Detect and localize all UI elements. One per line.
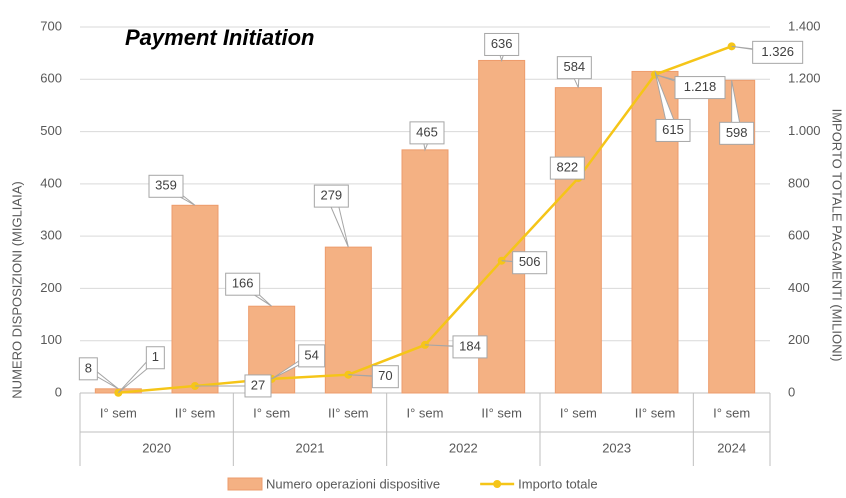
data-label: 184 <box>424 335 488 359</box>
data-label-text: 8 <box>85 360 92 375</box>
data-label-text: 1.326 <box>761 44 794 59</box>
y-tick-label: 600 <box>40 71 62 86</box>
callout <box>731 80 743 134</box>
bar <box>401 149 449 394</box>
data-label-text: 598 <box>726 125 748 140</box>
x-tick-label: II° sem <box>175 405 216 420</box>
data-label: 359 <box>148 174 196 206</box>
callout <box>654 71 679 131</box>
data-label-text: 27 <box>251 377 265 392</box>
label-box <box>719 121 755 145</box>
data-label: 506 <box>501 251 548 275</box>
label-box <box>313 184 349 208</box>
y-tick-label: 500 <box>40 123 62 138</box>
label-box <box>409 121 445 145</box>
chart-title: Payment Initiation <box>125 25 314 50</box>
y2-tick-label: 1.400 <box>788 18 821 33</box>
y2-tick-label: 600 <box>788 228 810 243</box>
data-label-text: 506 <box>519 254 541 269</box>
legend-label: Importo totale <box>518 476 598 491</box>
y2-tick-label: 200 <box>788 332 810 347</box>
y2-tick-label: 1.000 <box>788 123 821 138</box>
data-label-text: 54 <box>304 347 318 362</box>
label-box <box>452 335 488 359</box>
y-tick-label: 300 <box>40 228 62 243</box>
label-box <box>225 272 261 296</box>
x-tick-label: I° sem <box>100 405 137 420</box>
data-label: 1 <box>117 346 165 394</box>
data-label: 1.218 <box>654 74 726 100</box>
y-tick-label: 400 <box>40 175 62 190</box>
data-label-text: 70 <box>378 368 392 383</box>
data-label: 465 <box>409 121 445 152</box>
x-tick-label: II° sem <box>328 405 369 420</box>
y2-axis-label: IMPORTO TOTALE PAGAMENTI (MILIONI) <box>830 109 845 362</box>
label-box <box>512 251 548 275</box>
data-label: 27 <box>195 374 272 398</box>
legend-swatch <box>227 477 263 491</box>
group-label: 2022 <box>449 440 478 455</box>
data-label-text: 822 <box>556 160 578 175</box>
data-label-text: 584 <box>563 59 585 74</box>
data-label-text: 359 <box>155 178 177 193</box>
label-box <box>78 357 98 381</box>
label-box <box>371 365 399 389</box>
data-label: 1.326 <box>731 40 804 64</box>
data-label: 54 <box>271 344 326 380</box>
x-tick-label: II° sem <box>481 405 522 420</box>
label-box <box>556 56 592 80</box>
y-tick-label: 700 <box>40 18 62 33</box>
x-tick-label: I° sem <box>713 405 750 420</box>
data-label-text: 615 <box>662 122 684 137</box>
bar <box>171 204 219 394</box>
data-label: 822 <box>549 156 585 180</box>
group-label: 2020 <box>142 440 171 455</box>
data-label: 279 <box>313 184 349 248</box>
label-box <box>244 374 272 398</box>
y2-tick-label: 0 <box>788 384 795 399</box>
data-label: 584 <box>556 56 592 88</box>
x-tick-label: I° sem <box>407 405 444 420</box>
label-box <box>484 32 520 56</box>
data-label-text: 636 <box>491 36 513 51</box>
legend-swatch <box>493 480 502 488</box>
data-label-text: 465 <box>416 124 438 139</box>
x-tick-label: I° sem <box>253 405 290 420</box>
group-label: 2023 <box>602 440 631 455</box>
data-label: 166 <box>225 272 273 307</box>
x-tick-label: II° sem <box>635 405 676 420</box>
data-label: 615 <box>654 71 691 142</box>
y2-tick-label: 1.200 <box>788 71 821 86</box>
group-label: 2024 <box>717 440 746 455</box>
data-label: 70 <box>348 365 399 389</box>
label-box <box>674 76 726 100</box>
bar <box>554 87 602 394</box>
data-label: 598 <box>719 80 755 145</box>
label-box <box>298 344 326 368</box>
y-tick-label: 100 <box>40 332 62 347</box>
label-box <box>549 156 585 180</box>
data-label-text: 184 <box>459 338 481 353</box>
group-label: 2021 <box>296 440 325 455</box>
label-box <box>148 174 184 198</box>
data-label-text: 279 <box>320 188 342 203</box>
data-label-text: 166 <box>232 276 254 291</box>
y-tick-label: 200 <box>40 280 62 295</box>
y2-tick-label: 400 <box>788 280 810 295</box>
callout <box>117 357 161 394</box>
label-box <box>655 118 691 142</box>
y2-tick-label: 800 <box>788 175 810 190</box>
label-box <box>752 40 804 64</box>
data-label-text: 1 <box>152 349 159 364</box>
data-label-text: 1.218 <box>684 79 717 94</box>
y-tick-label: 0 <box>55 384 62 399</box>
x-tick-label: I° sem <box>560 405 597 420</box>
data-label: 636 <box>484 32 520 63</box>
legend-label: Numero operazioni dispositive <box>266 476 440 491</box>
data-label: 8 <box>78 357 119 390</box>
y-axis-label: NUMERO DISPOSIZIONI (MIGLIAIA) <box>9 181 24 398</box>
label-box <box>145 346 165 370</box>
